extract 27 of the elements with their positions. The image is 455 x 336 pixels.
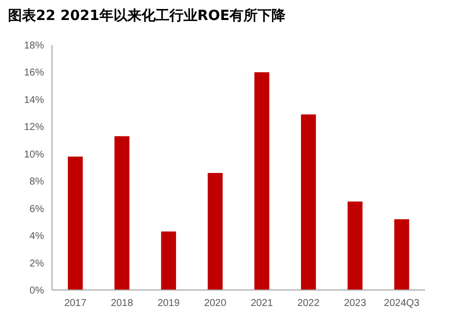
y-tick-label: 4% [30,231,44,242]
bar [208,172,223,290]
x-tick-label: 2023 [344,298,367,309]
y-tick-label: 12% [24,122,44,134]
x-tick-label: 2018 [110,298,134,309]
bar [300,114,316,290]
bar [348,202,363,290]
x-tick-label: 2017 [64,298,87,309]
y-tick-label: 14% [24,94,44,106]
x-tick-label: 2019 [157,298,180,309]
chart-title: 图表22 2021年以来化工行业ROE有所下降 [8,8,287,24]
x-tick-label: 2021 [250,298,274,309]
bar [68,156,83,290]
y-tick-label: 16% [24,68,44,79]
y-tick-label: 8% [30,176,44,188]
y-tick-label: 18% [24,40,44,52]
bar [114,136,130,290]
x-tick-label: 2024Q3 [384,298,420,309]
bar [161,231,176,290]
x-tick-label: 2020 [204,298,227,309]
y-tick-label: 10% [24,149,44,160]
y-tick-label: 2% [30,258,44,270]
x-tick-label: 2022 [297,298,320,309]
bar [254,72,270,290]
y-tick-label: 0% [30,286,44,296]
y-tick-label: 6% [30,204,44,215]
bar [394,219,410,290]
